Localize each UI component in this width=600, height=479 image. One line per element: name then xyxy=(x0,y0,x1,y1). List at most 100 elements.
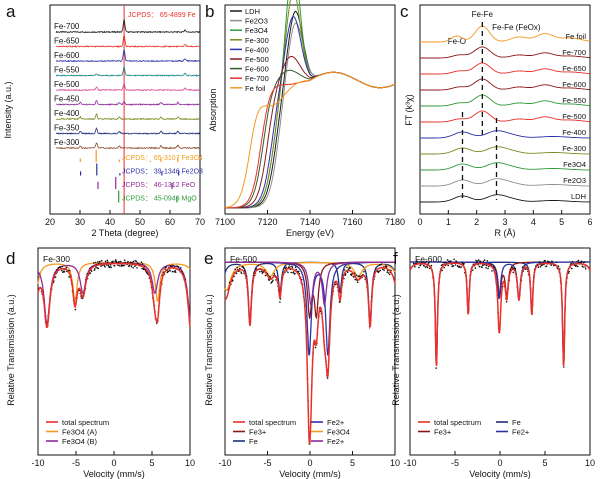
data-point xyxy=(109,264,112,266)
legend-label: Fe-700 xyxy=(245,74,269,83)
data-point xyxy=(344,274,347,276)
data-point xyxy=(548,261,550,263)
data-point xyxy=(99,260,101,263)
data-point xyxy=(346,271,349,274)
y-axis-label: Relative Transmission (a.u.) xyxy=(204,294,214,406)
data-point xyxy=(441,269,444,272)
series-label: Fe foil xyxy=(566,32,587,41)
legend-label: Fe3O4 xyxy=(327,428,350,437)
data-point xyxy=(110,266,112,269)
x-tick-label: -5 xyxy=(263,458,271,468)
data-point xyxy=(555,261,558,264)
data-point xyxy=(350,274,353,277)
data-point xyxy=(386,271,389,273)
x-tick-label: 0 xyxy=(307,458,312,468)
data-point xyxy=(174,271,177,274)
data-point xyxy=(378,270,380,273)
data-point xyxy=(93,262,95,264)
legend-label: Fe2+ xyxy=(327,437,345,446)
data-point xyxy=(542,261,544,263)
data-point xyxy=(242,265,244,268)
data-point xyxy=(165,266,167,269)
x-tick-label: 5 xyxy=(559,217,564,227)
legend-label: Fe3O4 xyxy=(245,26,268,35)
data-point xyxy=(115,260,117,263)
data-point xyxy=(477,259,480,261)
legend-label: Fe-500 xyxy=(245,55,269,64)
data-point xyxy=(100,265,102,268)
data-point xyxy=(580,260,583,263)
series-label: Fe-500 xyxy=(562,112,586,121)
reference-label: JCPDS： 65-3107 Fe3O4 xyxy=(122,155,203,162)
data-point xyxy=(545,265,548,268)
y-axis-label: FT (k³χ) xyxy=(404,94,414,126)
data-point xyxy=(171,265,173,268)
data-point xyxy=(290,271,293,274)
data-point xyxy=(264,274,267,277)
data-point xyxy=(173,270,175,273)
exafs-series-line xyxy=(420,110,591,123)
legend-label: Fe2+ xyxy=(327,418,345,427)
data-point xyxy=(387,272,390,274)
data-point xyxy=(440,264,443,267)
x-axis-label: Velocity (mm/s) xyxy=(83,469,145,479)
annotation-label: Fe-Fe xyxy=(472,10,494,19)
legend-label: Fe-300 xyxy=(245,36,269,45)
data-point xyxy=(460,266,463,268)
exafs-series-line xyxy=(420,130,590,139)
exafs-series-line xyxy=(420,178,590,187)
total-spectrum-line xyxy=(409,262,591,366)
data-point xyxy=(426,266,429,269)
data-point xyxy=(450,260,452,262)
panel-letter: f xyxy=(393,249,398,268)
series-label: Fe-400 xyxy=(54,109,80,118)
data-point xyxy=(418,266,420,269)
xrd-series-line xyxy=(55,18,201,34)
data-point xyxy=(456,261,458,263)
data-point xyxy=(136,267,138,269)
data-point xyxy=(378,264,381,266)
series-label: Fe-650 xyxy=(54,37,80,46)
series-label: Fe-600 xyxy=(54,51,80,60)
data-point xyxy=(485,264,488,267)
x-axis-label: Velocity (mm/s) xyxy=(469,469,531,479)
data-point xyxy=(240,271,242,273)
data-point xyxy=(363,270,365,273)
data-point xyxy=(576,261,578,263)
y-axis-label: Relative Transmission (a.u.) xyxy=(6,294,16,406)
data-point xyxy=(171,270,174,273)
legend-label: Fe2O3 xyxy=(245,17,268,26)
x-tick-label: 40 xyxy=(105,217,115,227)
data-point xyxy=(255,267,257,270)
reference-label: JCPDS： 65-4899 Fe xyxy=(128,12,196,19)
data-point xyxy=(348,268,350,270)
data-point xyxy=(425,260,428,263)
data-point xyxy=(428,261,430,264)
data-point xyxy=(95,266,97,268)
x-tick-label: 0 xyxy=(417,217,422,227)
data-point xyxy=(442,263,444,266)
data-point xyxy=(74,308,77,311)
data-point xyxy=(104,260,107,263)
data-point xyxy=(97,267,100,270)
data-point xyxy=(112,260,114,263)
data-point xyxy=(414,265,416,268)
data-point xyxy=(166,271,169,274)
data-point xyxy=(292,271,295,273)
series-label: Fe-450 xyxy=(54,95,80,104)
component-line xyxy=(410,261,590,300)
data-point xyxy=(388,273,391,276)
data-point xyxy=(127,260,129,263)
xrd-series-line xyxy=(55,49,201,63)
data-point xyxy=(288,264,291,266)
total-spectrum-line xyxy=(37,262,191,329)
xrd-series-line xyxy=(55,33,201,48)
data-point xyxy=(444,262,446,264)
exafs-series-line xyxy=(420,94,591,107)
data-point xyxy=(118,261,120,263)
reference-label: JCPDS： 46-1312 FeO xyxy=(122,182,196,189)
data-point xyxy=(428,267,431,270)
legend-label: Fe xyxy=(249,437,258,446)
panel-letter: b xyxy=(205,2,214,21)
data-point xyxy=(481,266,483,269)
